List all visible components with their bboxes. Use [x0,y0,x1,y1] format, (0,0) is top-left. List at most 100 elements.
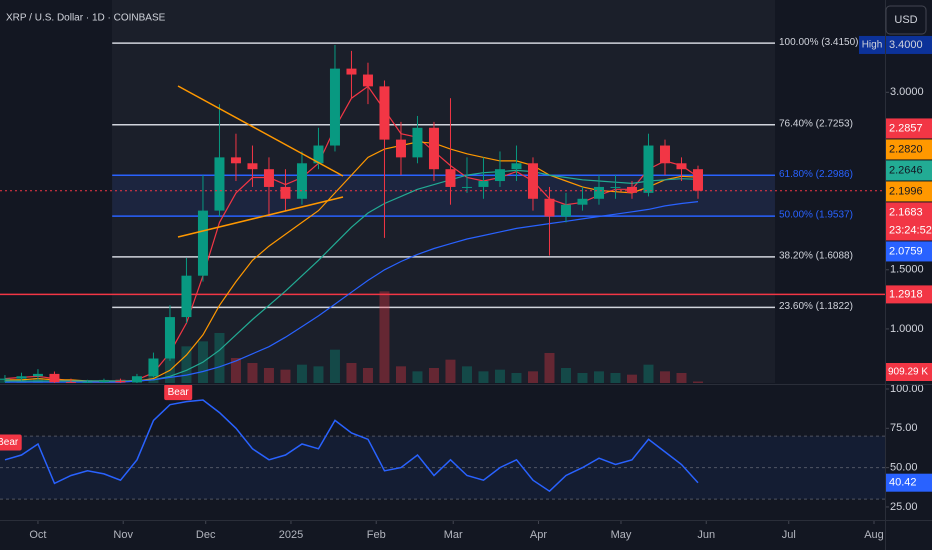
candle-body [412,127,423,158]
candle-body [626,186,637,193]
x-tick-label: Nov [113,529,133,541]
volume-bar [593,371,604,383]
candle-body [659,145,670,164]
high-tag-name: High [862,40,883,51]
candle-body [692,169,703,191]
rsi-tick-label: 25.00 [890,501,918,513]
volume-bar [659,371,670,383]
volume-tag-label: 909.29 K [888,367,928,378]
x-tick-label: Aug [864,529,884,541]
fib-label: 76.40% (2.7253) [779,118,853,129]
x-tick-label: Apr [530,529,547,541]
x-tick-label: May [611,529,632,541]
volume-tag [886,363,932,381]
volume-bar [247,363,258,383]
hline-tag-label: 1.2918 [889,288,923,300]
signal-label: Bear [168,387,190,398]
volume-bar [511,373,522,383]
signal-badge [164,384,193,401]
candle-body [247,163,258,170]
volume-bar [494,369,505,383]
candle-body [263,169,274,187]
rsi-line [4,399,699,493]
volume-bar [428,368,439,383]
x-tick-label: Mar [444,529,463,541]
rsi-tick-label: 50.00 [890,462,918,474]
candle-body [461,186,472,188]
candle-body [197,210,208,276]
candle-body [181,275,192,318]
volume-bar [362,368,373,383]
candle-body [0,378,10,380]
volume-bar [643,364,654,383]
volume-bar [313,366,324,383]
candle-body [428,127,439,170]
volume-bar [461,366,472,383]
high-tag-label: 3.4000 [889,39,923,51]
y-tick-label: 1.0000 [890,323,924,335]
candle-body [313,145,324,164]
price-pane: 100.00% (3.4150) 76.40% (2.7253) 61.80% (2… [0,37,885,383]
rsi-tag [886,473,932,492]
price-tag [886,181,932,202]
rsi-tick-label: 100.00 [890,383,924,395]
x-tick-label: Jun [697,529,715,541]
price-tag-label: 2.2857 [889,122,923,134]
price-tag-label: 2.2646 [889,164,923,176]
x-tick-label: Oct [29,529,46,541]
volume-bar [676,373,687,383]
candle-body [230,157,241,164]
candle-body [82,382,93,383]
price-tag [886,241,932,262]
volume-bar [577,373,588,383]
candle-body [362,74,373,87]
overlay: Oct Nov Dec 2025 Feb Mar Apr May Jun Jul Aug 3.0000… [0,35,932,541]
volume-bar [329,349,340,383]
countdown: 23:24:52 [889,224,932,236]
candle-body [676,163,687,170]
price-tag [886,202,932,241]
candle-body [494,169,505,182]
candle-body [16,376,27,379]
candle-body [560,204,571,217]
candle-body [610,186,621,188]
volume-bar [610,373,621,383]
trendline [177,85,344,177]
volume-bar [214,333,225,383]
candle-body [164,317,175,359]
volume-bar [230,358,241,383]
price-tag [886,118,932,139]
candle-body [65,382,76,383]
x-tick-label: Dec [196,529,216,541]
volume-bar [692,381,703,383]
candle-body [49,373,60,383]
symbol-title: XRP / U.S. Dollar · 1D · COINBASE [6,13,166,24]
candle-body [593,186,604,199]
currency-label[interactable]: USD [894,14,917,26]
volume-bar [181,346,192,383]
y-tick-label: 1.5000 [890,264,924,276]
fib-label: 23.60% (1.1822) [779,301,853,312]
price-tag-label: 2.1683 [889,206,923,218]
candle-body [115,380,126,383]
volume-bar [527,371,538,383]
candle-body [643,145,654,193]
volume-bar [263,368,274,383]
price-tag-label: 2.0759 [889,245,923,257]
y-tick-label: 3.0000 [890,86,924,98]
candle-body [395,139,406,158]
rsi-pane [0,399,885,500]
price-tag-label: 2.2820 [889,143,923,155]
price-tag-label: 2.1996 [889,185,923,197]
rsi-tag-label: 40.42 [889,477,917,489]
fib-label: 50.00% (1.9537) [779,210,853,221]
volume-bar [626,374,637,383]
volume-bar [445,359,456,383]
candle-body [511,163,522,170]
candle-body [577,198,588,205]
currency-button[interactable] [885,5,927,35]
x-tick-label: Feb [367,529,386,541]
fib-label: 38.20% (1.6088) [779,251,853,262]
volume-bar [560,368,571,383]
